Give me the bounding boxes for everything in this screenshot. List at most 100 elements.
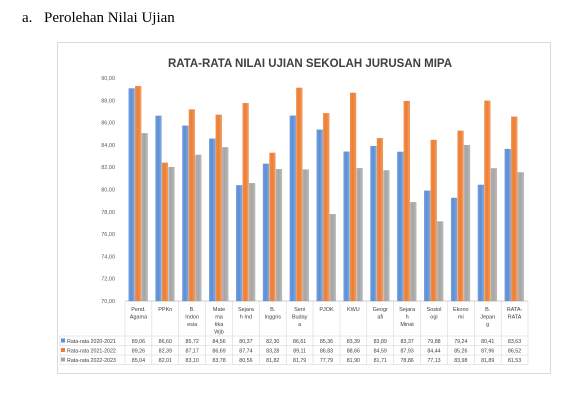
table-cell: 81,90 — [347, 358, 360, 364]
table-cell: 77,13 — [427, 358, 440, 364]
bar-1 — [370, 145, 377, 302]
x-tick-label: afi — [377, 315, 383, 321]
table-cell: 82,39 — [159, 349, 172, 355]
bar-2 — [296, 87, 303, 302]
bar-1 — [450, 197, 458, 302]
table-cell: 89,11 — [293, 349, 306, 355]
bar-3 — [410, 202, 417, 302]
bar-2 — [161, 162, 169, 302]
x-tick-label: Seni — [294, 307, 305, 313]
bar-3 — [168, 166, 175, 302]
bar-2 — [430, 139, 437, 302]
x-tick-label: esia — [187, 322, 198, 328]
section-title: Perolehan Nilai Ujian — [44, 10, 175, 26]
bar-1 — [155, 115, 162, 302]
table-cell: 81,89 — [481, 358, 494, 364]
x-tick-label: B. — [485, 307, 491, 313]
x-tick-label: Indon — [185, 315, 199, 321]
table-cell: 81,82 — [266, 358, 279, 364]
x-tick-label: h — [406, 315, 409, 321]
x-tick-label: ma — [215, 315, 224, 321]
x-tick-label: RATA — [508, 315, 522, 321]
table-cell: 86,52 — [508, 349, 521, 355]
x-tick-label: Jepan — [480, 315, 495, 321]
table-cell: 83,28 — [266, 349, 279, 355]
bar-1 — [504, 148, 511, 302]
table-cell: 85,26 — [454, 349, 467, 355]
x-tick-label: tika — [215, 322, 225, 328]
x-tick-label: PJOK — [319, 307, 334, 313]
table-cell: 82,30 — [266, 339, 279, 345]
table-cell: 80,56 — [239, 358, 252, 364]
x-tick-label: Pend. — [131, 307, 146, 313]
x-tick-label: PPKn — [158, 307, 172, 313]
bar-2 — [215, 114, 222, 302]
bar-3 — [222, 147, 229, 302]
bar-1 — [424, 190, 431, 302]
bar-2 — [484, 100, 491, 302]
bar-3 — [356, 168, 363, 302]
table-cell: 84,44 — [427, 349, 440, 355]
bar-2 — [376, 138, 384, 302]
bar-1 — [209, 138, 216, 302]
x-tick-label: Ekono — [453, 307, 469, 313]
table-cell: 85,36 — [320, 339, 333, 345]
table-cell: 86,69 — [212, 349, 225, 355]
table-cell: 86,60 — [159, 339, 172, 345]
bar-1 — [477, 184, 485, 302]
x-tick-label: KWU — [347, 307, 360, 313]
table-cell: 81,53 — [508, 358, 521, 364]
table-cell: 81,79 — [293, 358, 306, 364]
section-number: a. — [22, 10, 33, 26]
y-tick-label: 72,00 — [101, 277, 115, 283]
y-tick-label: 84,00 — [101, 143, 115, 149]
table-cell: 84,59 — [374, 349, 387, 355]
bar-3 — [275, 169, 283, 302]
table-cell: 89,06 — [132, 339, 145, 345]
bar-3 — [490, 168, 498, 302]
bar-2 — [457, 130, 464, 302]
table-cell: 89,26 — [132, 349, 145, 355]
table-cell: 87,93 — [400, 349, 413, 355]
bar-1 — [235, 185, 243, 302]
table-cell: 80,37 — [239, 339, 252, 345]
table-cell: 85,72 — [186, 339, 199, 345]
table-cell: 80,41 — [481, 339, 494, 345]
table-cell: 88,66 — [347, 349, 360, 355]
x-tick-label: Sosiol — [426, 307, 441, 313]
bar-3 — [517, 172, 524, 302]
table-cell: 85,04 — [132, 358, 145, 364]
x-tick-label: Minat — [400, 322, 414, 328]
x-tick-label: Sejara — [238, 307, 255, 313]
y-tick-label: 80,00 — [101, 188, 115, 194]
bar-2 — [269, 152, 276, 302]
table-cell: 83,89 — [374, 339, 387, 345]
table-cell: 83,78 — [212, 358, 225, 364]
bar-3 — [463, 144, 471, 302]
table-cell: 83,37 — [400, 339, 413, 345]
table-cell: 87,74 — [239, 349, 252, 355]
bar-1 — [128, 88, 135, 302]
y-tick-label: 90,00 — [101, 76, 115, 82]
bar-2 — [511, 116, 518, 302]
legend-label: Rata-rata 2020-2021 — [67, 339, 116, 345]
table-cell: 83,10 — [186, 358, 199, 364]
table-cell: 79,88 — [427, 339, 440, 345]
x-tick-label: g — [486, 322, 489, 328]
y-tick-label: 78,00 — [101, 210, 115, 216]
x-tick-label: Buday — [292, 315, 308, 321]
x-tick-label: B. — [270, 307, 276, 313]
x-tick-label: a — [298, 322, 302, 328]
table-cell: 87,96 — [481, 349, 494, 355]
x-tick-label: Geogr — [373, 307, 388, 313]
bar-1 — [397, 151, 404, 302]
x-tick-label: Agama — [130, 315, 148, 321]
bar-2 — [323, 113, 330, 302]
bar-2 — [188, 109, 195, 302]
y-tick-label: 76,00 — [101, 232, 115, 238]
legend-label: Rata-rata 2022-2023 — [67, 358, 116, 364]
bar-3 — [195, 154, 202, 302]
x-tick-label: mi — [458, 315, 464, 321]
y-tick-label: 88,00 — [101, 98, 115, 104]
bar-2 — [403, 100, 410, 302]
